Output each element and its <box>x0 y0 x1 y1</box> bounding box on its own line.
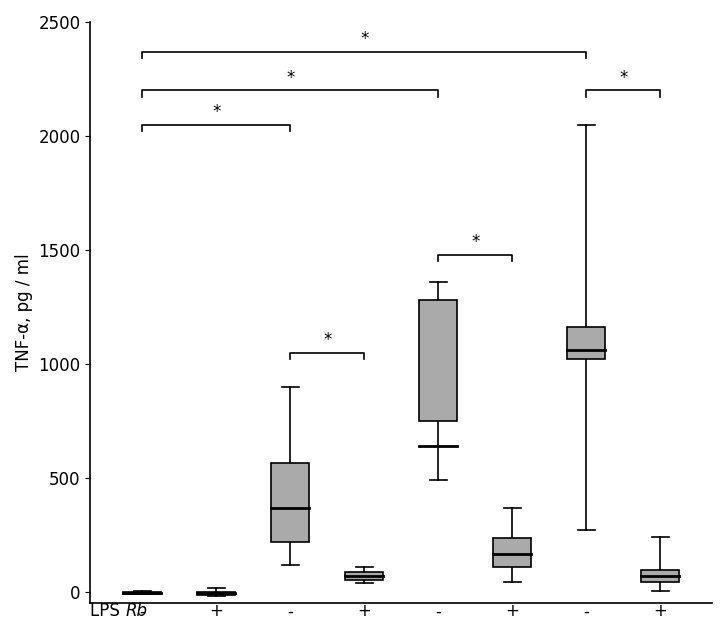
Bar <box>567 327 606 360</box>
Text: *: * <box>360 30 369 48</box>
Text: -: - <box>287 603 293 620</box>
Text: -: - <box>583 603 589 620</box>
Text: *: * <box>323 331 332 349</box>
Text: +: + <box>357 603 371 620</box>
Text: LPS: LPS <box>90 603 124 620</box>
Text: *: * <box>471 233 479 251</box>
Text: +: + <box>654 603 667 620</box>
Text: *: * <box>212 103 220 121</box>
Bar <box>641 570 680 582</box>
Text: *: * <box>619 69 627 87</box>
Text: -: - <box>140 603 145 620</box>
Bar <box>123 591 161 594</box>
Bar <box>271 463 310 542</box>
Bar <box>419 300 457 421</box>
Text: -: - <box>435 603 441 620</box>
Bar <box>197 591 236 595</box>
Text: +: + <box>209 603 223 620</box>
Text: Rb: Rb <box>125 603 148 620</box>
Y-axis label: TNF-α, pg / ml: TNF-α, pg / ml <box>15 254 33 371</box>
Text: *: * <box>286 69 294 87</box>
Text: +: + <box>505 603 519 620</box>
Bar <box>493 538 531 567</box>
Bar <box>345 572 383 580</box>
